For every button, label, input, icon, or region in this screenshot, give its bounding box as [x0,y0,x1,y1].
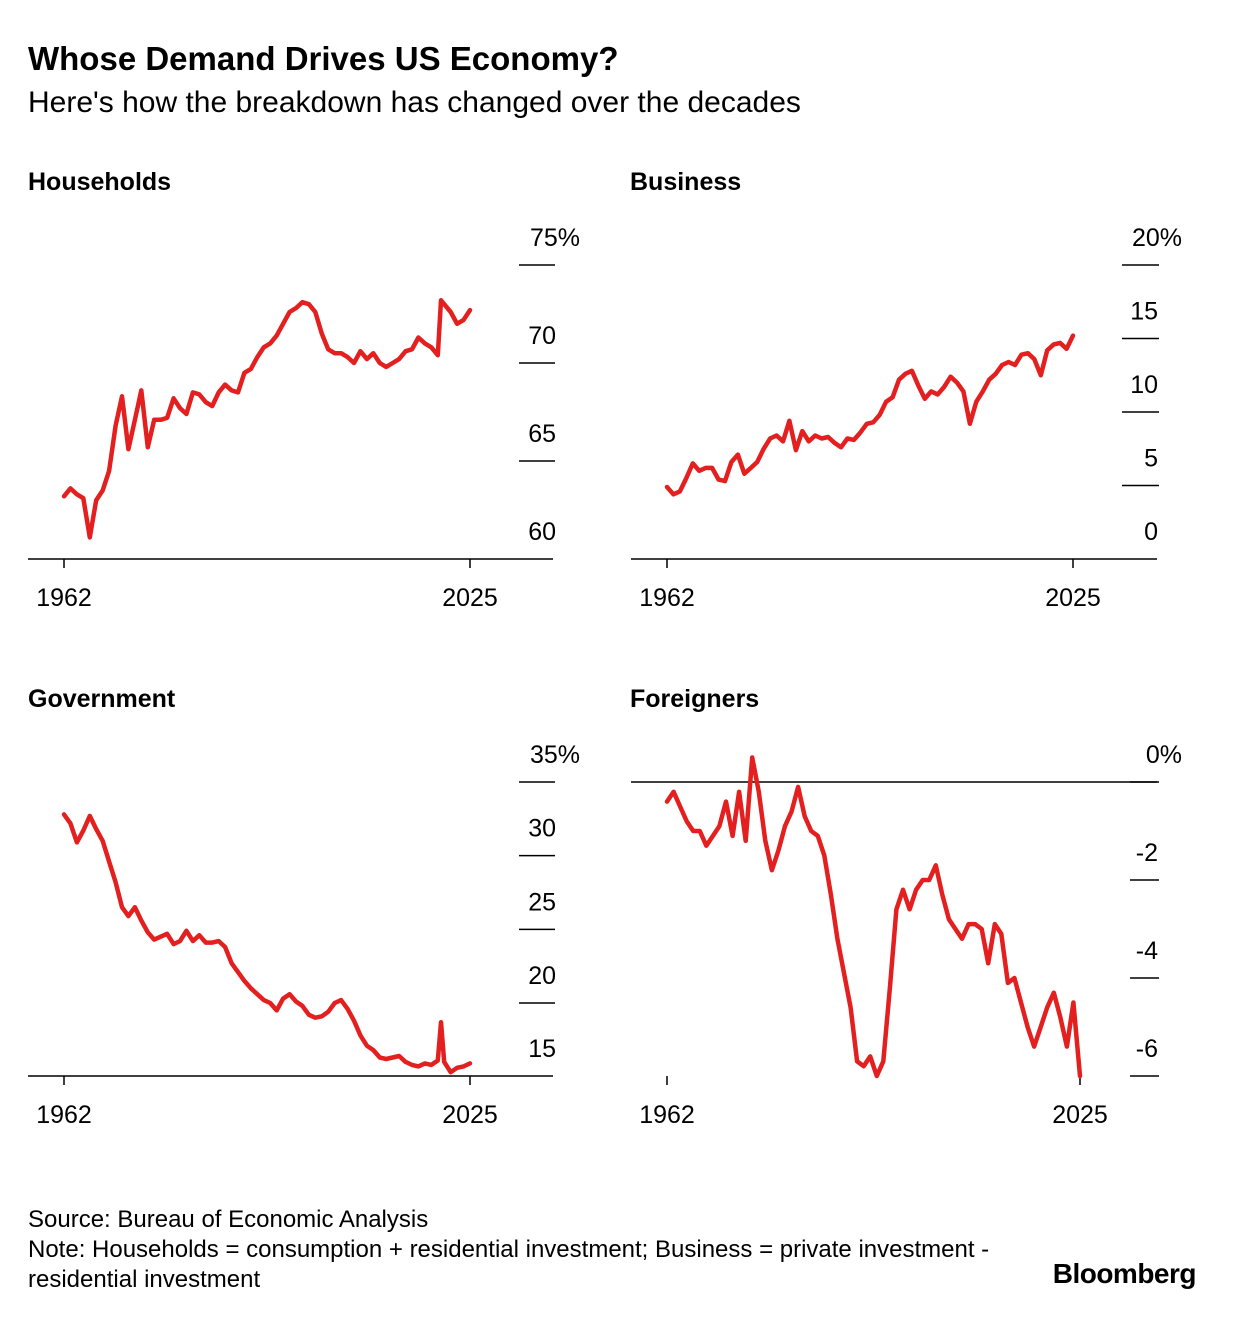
panel-title-households: Households [28,168,172,196]
government-x-tick-label: 1962 [36,1101,92,1129]
foreigners-y-tick-label: -6 [1136,1035,1158,1063]
chart-title: Whose Demand Drives US Economy? [28,40,619,77]
panel-title-business: Business [630,168,742,196]
source-note: Source: Bureau of Economic Analysis [28,1206,429,1233]
government-y-tick-label: 30 [528,815,556,843]
business-y-tick-label: 15 [1130,298,1158,326]
definition-note: Note: Households = consumption + residen… [28,1236,990,1293]
business-y-tick-label: 5 [1144,445,1158,473]
foreigners-series-line [664,755,1083,1079]
households-x-tick-label: 1962 [36,584,92,612]
households-y-tick-label: 60 [528,518,556,546]
government-y-tick-label: 15 [528,1035,556,1063]
chart-subtitle: Here's how the breakdown has changed ove… [28,86,801,119]
foreigners-y-tick-label: -4 [1136,937,1158,965]
foreigners-x-tick-label: 2025 [1052,1101,1108,1129]
bloomberg-logo: Bloomberg [1052,1258,1197,1289]
government-y-tick-label: 25 [528,888,556,916]
households-y-tick-label: 65 [528,420,556,448]
foreigners-y-tick-label: -2 [1136,839,1158,867]
business-y-tick-label: 10 [1130,371,1158,399]
panel-title-foreigners: Foreigners [630,685,760,713]
households-series-line [61,298,473,540]
foreigners-x-tick-label: 1962 [639,1101,695,1129]
households-y-tick-label: 70 [528,322,556,350]
panel-title-government: Government [28,685,176,713]
government-x-tick-label: 2025 [442,1101,498,1129]
government-series-line [61,812,473,1075]
foreigners-y-tick-label: 0% [1146,741,1182,769]
footer: Source: Bureau of Economic Analysis Note… [28,1205,1008,1295]
business-y-tick-label: 0 [1144,518,1158,546]
households-y-tick-label: 75% [530,224,580,252]
business-x-tick-label: 2025 [1045,584,1101,612]
government-y-tick-label: 20 [528,962,556,990]
households-x-tick-label: 2025 [442,584,498,612]
business-x-tick-label: 1962 [639,584,695,612]
business-y-tick-label: 20% [1132,224,1182,252]
business-series-line [664,333,1076,497]
government-y-tick-label: 35% [530,741,580,769]
